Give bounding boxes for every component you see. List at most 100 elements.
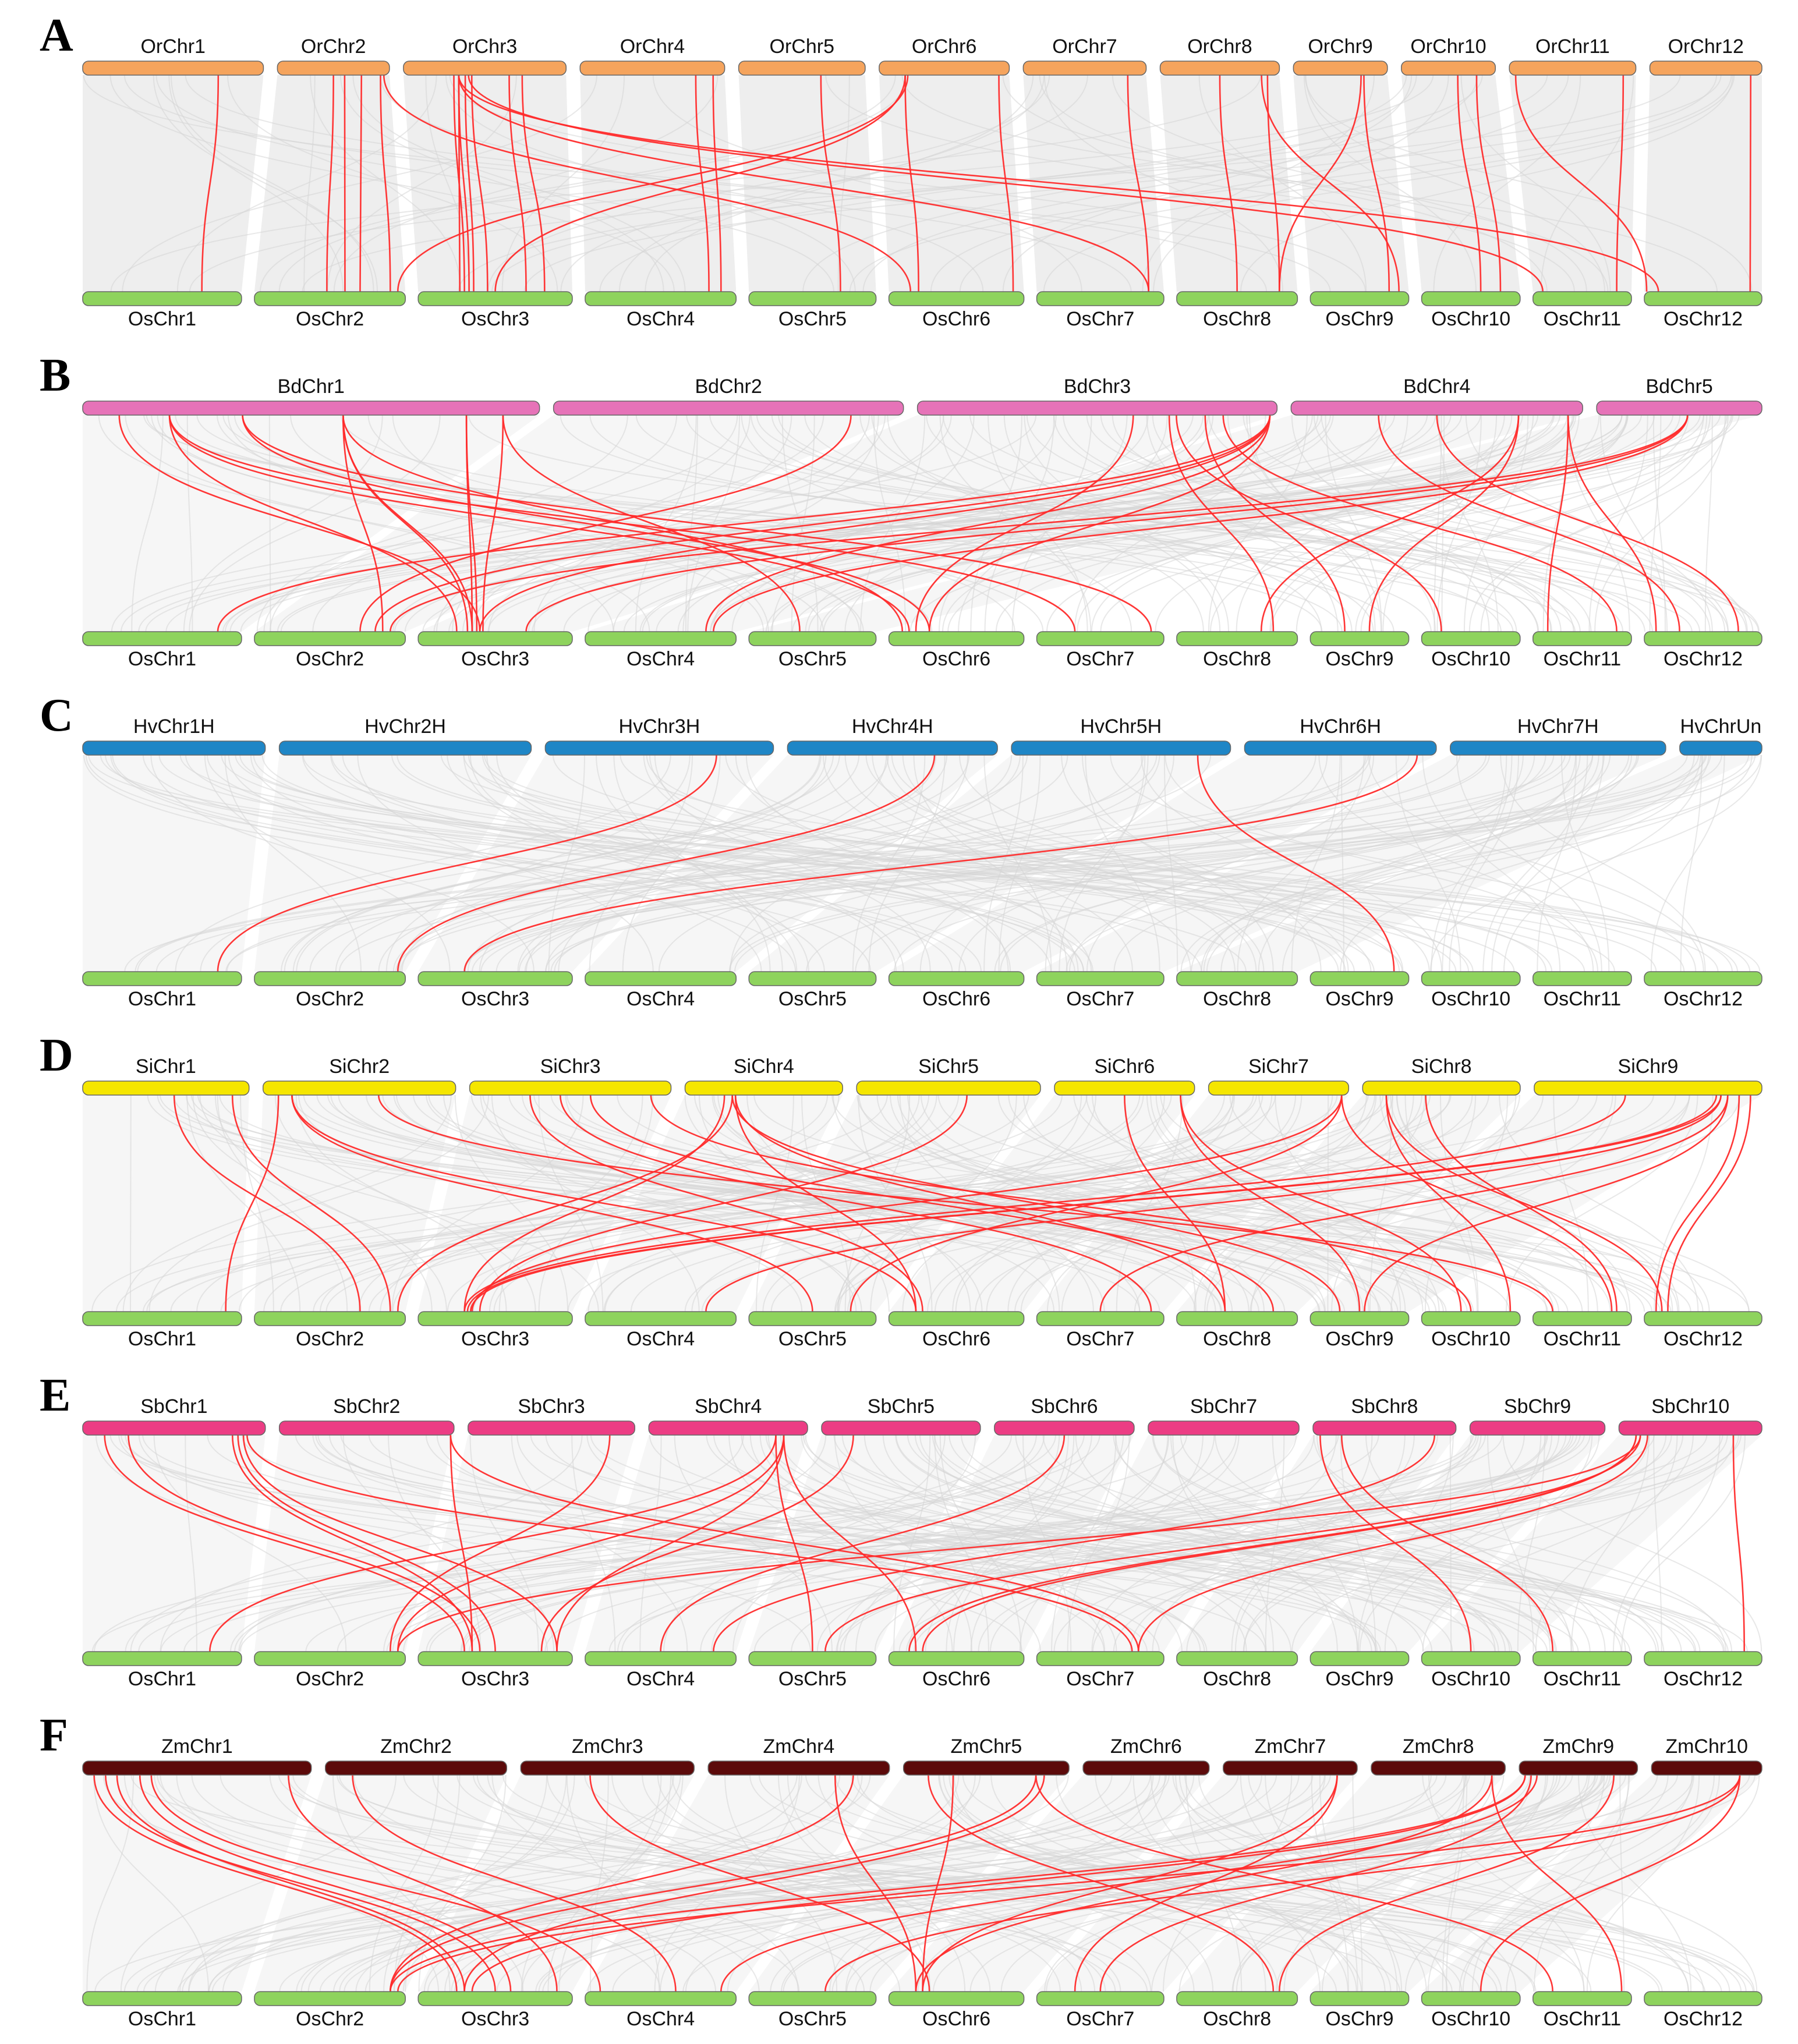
background-curve (1331, 1094, 1477, 1312)
collinear-gene-pair-link (904, 75, 919, 292)
top-chromosome-bar (277, 61, 390, 76)
collinear-gene-pair-link (559, 1094, 1152, 1312)
bottom-chromosome-bar (417, 291, 573, 306)
panel-letter: D (40, 1030, 73, 1081)
background-curve (777, 1774, 931, 1992)
background-curve (1046, 415, 1629, 632)
bottom-chromosome-bar (1309, 631, 1410, 646)
background-curve (1275, 1774, 1694, 1992)
bottom-chromosome-label: OsChr12 (1663, 2008, 1743, 2030)
background-curve (523, 75, 1722, 292)
background-curve (186, 415, 193, 632)
background-curve (1502, 1434, 1762, 1652)
collinear-gene-pair-link (389, 415, 1689, 632)
background-curve (1240, 75, 1733, 292)
background-curve (93, 1774, 210, 1992)
background-curve (948, 1434, 1622, 1652)
bottom-chromosome-label: OsChr1 (128, 648, 196, 670)
background-curve (1319, 1774, 1358, 1992)
background-curve (654, 1774, 800, 1992)
background-curve (622, 754, 721, 972)
bottom-chromosome-label: OsChr10 (1431, 1328, 1510, 1350)
collinear-gene-pair-link (1514, 75, 1648, 292)
background-curve (891, 754, 1430, 972)
collinear-gene-pair-link (128, 1434, 481, 1652)
background-synteny (83, 1434, 1762, 1652)
background-curve (121, 1434, 1381, 1652)
bottom-chromosome-label: OsChr5 (778, 308, 847, 330)
top-chromosome-bar (738, 61, 866, 76)
background-curve (124, 754, 1707, 972)
top-chromosome-label: ZmChr6 (1110, 1735, 1182, 1758)
background-curve (856, 1774, 1502, 1992)
top-chromosome-label: OrChr8 (1187, 36, 1252, 58)
bottom-chromosome-bar (1309, 1651, 1410, 1666)
background-curve (463, 754, 798, 972)
background-curve (398, 1774, 1470, 1992)
collinear-gene-pair-link (556, 1434, 785, 1652)
collinear-gene-pair-link (209, 1434, 777, 1652)
top-chromosome-label: OrChr7 (1052, 36, 1117, 58)
bottom-chromosome-bar (254, 1991, 406, 2006)
top-chromosome-bar (579, 61, 725, 76)
background-curve (508, 1094, 1510, 1312)
background-curve (403, 1774, 1453, 1992)
top-chromosome-label: OrChr9 (1308, 36, 1372, 58)
background-curve (165, 415, 1554, 632)
top-chromosome-label: ZmChr8 (1403, 1735, 1474, 1758)
background-curve (182, 1774, 1170, 1992)
background-curve (1456, 754, 1602, 972)
background-curve (109, 1434, 1496, 1652)
background-curve (1092, 1434, 1667, 1652)
bottom-chromosome-bar (888, 291, 1025, 306)
bottom-chromosome-bar (1644, 1991, 1762, 2006)
top-chromosome-bar (1371, 1760, 1506, 1776)
collinear-gene-pair-link (1546, 415, 1569, 632)
background-curve (959, 75, 1732, 292)
bottom-chromosome-label: OsChr2 (296, 988, 364, 1010)
background-curve (958, 415, 1168, 632)
bottom-chromosome-bar (748, 1991, 877, 2006)
background-curve (433, 415, 1331, 632)
bottom-chromosome-label: OsChr1 (128, 308, 196, 330)
background-band (1036, 755, 1666, 972)
background-curve (391, 1094, 584, 1312)
background-curve (427, 1774, 1463, 1992)
background-curve (1085, 754, 1160, 972)
top-chromosome-label: HvChr6H (1300, 715, 1381, 738)
background-synteny (83, 754, 1762, 972)
collinear-gene-pair-link (783, 1434, 917, 1652)
collinear-gene-pair-link (1035, 1774, 1553, 1992)
background-curve (315, 1434, 1579, 1652)
background-curve (608, 1434, 1723, 1652)
top-chromosome-label: BdChr5 (1645, 375, 1712, 398)
background-curve (700, 1434, 1237, 1652)
collinear-gene-pair-link (237, 1434, 496, 1652)
background-curve (937, 1774, 1392, 1992)
top-chromosome-bar (1022, 61, 1147, 76)
top-chromosome-bar (684, 1081, 843, 1096)
top-chromosome-label: SbChr3 (518, 1395, 585, 1418)
background-curve (300, 1774, 1113, 1992)
bottom-chromosome-label: OsChr11 (1544, 308, 1622, 330)
background-curve (652, 75, 1082, 292)
background-curve (476, 1774, 1337, 1992)
background-curve (91, 1094, 888, 1312)
top-chromosome-label: BdChr2 (695, 375, 762, 398)
background-curve (175, 754, 671, 972)
top-chromosome-label: OrChr10 (1410, 36, 1486, 58)
background-curve (1095, 1774, 1448, 1992)
background-curve (1352, 1774, 1363, 1992)
background-curve (729, 754, 1639, 972)
background-curve (677, 415, 1334, 632)
background-curve (358, 1094, 840, 1312)
collinear-gene-pair-link (1655, 1094, 1740, 1312)
bottom-chromosome-bar (1532, 291, 1632, 306)
background-band (83, 75, 264, 292)
bottom-chromosome-label: OsChr3 (461, 2008, 529, 2030)
top-chromosome-bar (262, 1081, 456, 1096)
background-curve (934, 1434, 1657, 1652)
background-curve (1220, 754, 1605, 972)
background-curve (1505, 1094, 1698, 1312)
background-curve (217, 1094, 348, 1312)
